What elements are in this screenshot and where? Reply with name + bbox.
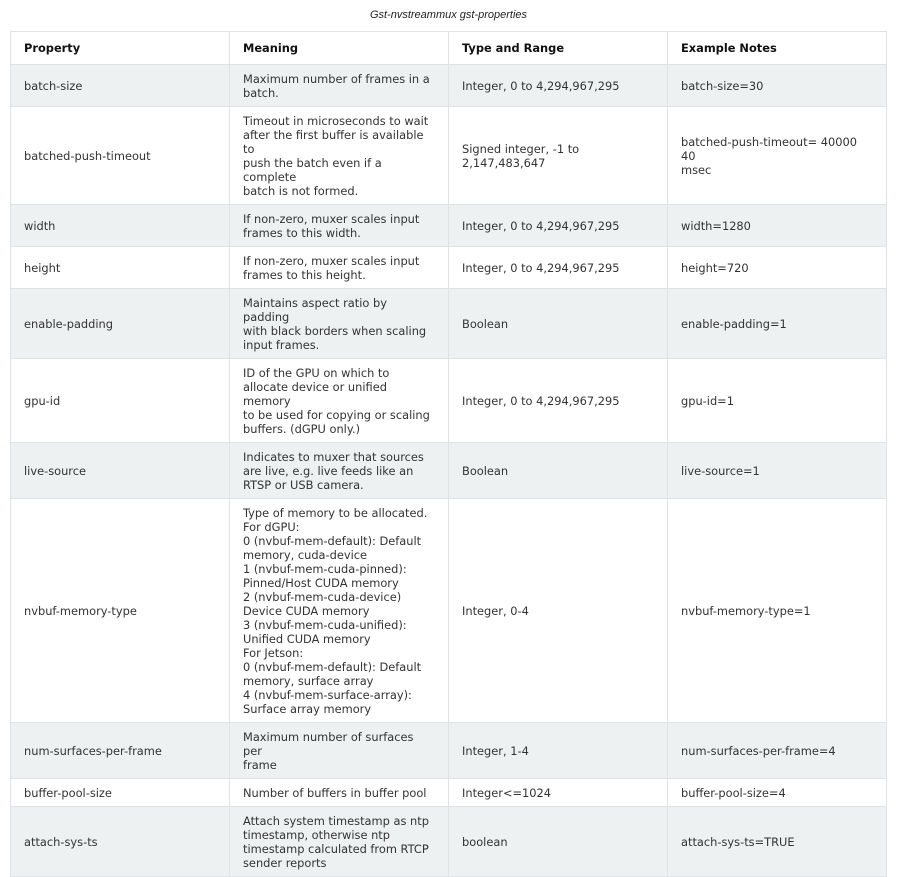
cell-meaning: Maintains aspect ratio by padding with b… — [229, 288, 449, 359]
cell-type-and-range: Integer, 1-4 — [448, 722, 668, 779]
cell-example-notes: width=1280 — [667, 204, 887, 247]
table-row: nvbuf-memory-type Type of memory to be al… — [10, 498, 887, 723]
cell-property: gpu-id — [10, 358, 230, 443]
table-row: width If non-zero, muxer scales input fra… — [10, 204, 887, 247]
cell-meaning: Attach system timestamp as ntp timestamp… — [229, 806, 449, 877]
table-row: live-source Indicates to muxer that sourc… — [10, 442, 887, 499]
cell-property: batched-push-timeout — [10, 106, 230, 205]
cell-property: batch-size — [10, 64, 230, 107]
cell-type-and-range: Boolean — [448, 442, 668, 499]
cell-type-and-range: Integer, 0 to 4,294,967,295 — [448, 204, 668, 247]
cell-property: attach-sys-ts — [10, 806, 230, 877]
cell-type-and-range: Integer, 0 to 4,294,967,295 — [448, 64, 668, 107]
cell-example-notes: num-surfaces-per-frame=4 — [667, 722, 887, 779]
cell-meaning: Type of memory to be allocated. For dGPU… — [229, 498, 449, 723]
table-row: attach-sys-ts Attach system timestamp as … — [10, 806, 887, 877]
cell-meaning: Maximum number of surfaces per frame — [229, 722, 449, 779]
cell-property: live-source — [10, 442, 230, 499]
cell-type-and-range: Integer<=1024 — [448, 778, 668, 807]
table-row: buffer-pool-size Number of buffers in buf… — [10, 778, 887, 807]
table-row: num-surfaces-per-frame Maximum number of … — [10, 722, 887, 779]
cell-example-notes: live-source=1 — [667, 442, 887, 499]
cell-meaning: ID of the GPU on which to allocate devic… — [229, 358, 449, 443]
cell-meaning: Timeout in microseconds to wait after th… — [229, 106, 449, 205]
cell-type-and-range: Boolean — [448, 288, 668, 359]
cell-type-and-range: Integer, 0 to 4,294,967,295 — [448, 246, 668, 289]
cell-example-notes: nvbuf-memory-type=1 — [667, 498, 887, 723]
table-body: batch-size Maximum number of frames in a … — [10, 64, 887, 877]
cell-example-notes: enable-padding=1 — [667, 288, 887, 359]
header-type-and-range: Type and Range — [448, 31, 668, 65]
cell-meaning: Maximum number of frames in a batch. — [229, 64, 449, 107]
cell-meaning: Indicates to muxer that sources are live… — [229, 442, 449, 499]
table-row: gpu-id ID of the GPU on which to allocate… — [10, 358, 887, 443]
table-row: batch-size Maximum number of frames in a … — [10, 64, 887, 107]
cell-property: enable-padding — [10, 288, 230, 359]
header-property: Property — [10, 31, 230, 65]
table-row: batched-push-timeout Timeout in microseco… — [10, 106, 887, 205]
cell-meaning: If non-zero, muxer scales input frames t… — [229, 246, 449, 289]
properties-table: Property Meaning Type and Range Example … — [10, 31, 887, 877]
cell-type-and-range: Signed integer, -1 to 2,147,483,647 — [448, 106, 668, 205]
cell-example-notes: batch-size=30 — [667, 64, 887, 107]
cell-type-and-range: Integer, 0 to 4,294,967,295 — [448, 358, 668, 443]
cell-property: buffer-pool-size — [10, 778, 230, 807]
cell-property: height — [10, 246, 230, 289]
cell-example-notes: buffer-pool-size=4 — [667, 778, 887, 807]
table-header-row: Property Meaning Type and Range Example … — [10, 31, 887, 65]
cell-type-and-range: boolean — [448, 806, 668, 877]
cell-property: num-surfaces-per-frame — [10, 722, 230, 779]
table-caption: Gst-nvstreammux gst-properties — [369, 9, 528, 21]
cell-meaning: If non-zero, muxer scales input frames t… — [229, 204, 449, 247]
cell-example-notes: attach-sys-ts=TRUE — [667, 806, 887, 877]
cell-property: width — [10, 204, 230, 247]
cell-example-notes: height=720 — [667, 246, 887, 289]
cell-property: nvbuf-memory-type — [10, 498, 230, 723]
header-meaning: Meaning — [229, 31, 449, 65]
cell-example-notes: gpu-id=1 — [667, 358, 887, 443]
cell-type-and-range: Integer, 0-4 — [448, 498, 668, 723]
cell-example-notes: batched-push-timeout= 40000 40 msec — [667, 106, 887, 205]
table-row: height If non-zero, muxer scales input fr… — [10, 246, 887, 289]
table-row: enable-padding Maintains aspect ratio by … — [10, 288, 887, 359]
cell-meaning: Number of buffers in buffer pool — [229, 778, 449, 807]
header-example-notes: Example Notes — [667, 31, 887, 65]
